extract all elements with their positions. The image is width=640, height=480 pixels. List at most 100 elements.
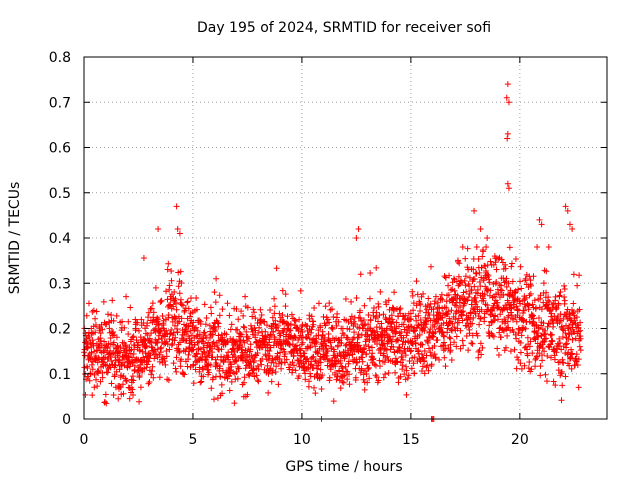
data-point: [374, 334, 381, 341]
data-point: [317, 324, 324, 331]
data-point: [502, 344, 509, 351]
data-point: [403, 391, 410, 398]
data-point: [116, 382, 123, 389]
data-point: [250, 306, 257, 313]
data-point: [564, 207, 571, 214]
data-point: [527, 290, 534, 297]
data-point: [561, 286, 568, 293]
data-point: [463, 322, 470, 329]
data-point: [539, 345, 546, 352]
data-point: [514, 306, 521, 313]
data-point: [162, 361, 169, 368]
data-point: [209, 331, 216, 338]
data-point: [460, 289, 467, 296]
data-point: [497, 334, 504, 341]
data-point: [500, 291, 507, 298]
data-point: [465, 347, 472, 354]
x-tick-label: 20: [511, 432, 529, 448]
data-point: [363, 351, 370, 358]
data-point: [185, 333, 192, 340]
data-point: [546, 299, 553, 306]
data-point: [200, 373, 207, 380]
data-point: [337, 357, 344, 364]
data-point: [104, 369, 111, 376]
data-point: [555, 367, 562, 374]
data-point: [210, 339, 217, 346]
data-point: [184, 328, 191, 335]
data-point: [115, 348, 122, 355]
data-point: [466, 330, 473, 337]
data-point: [249, 328, 256, 335]
data-point: [401, 371, 408, 378]
data-point: [449, 320, 456, 327]
data-point: [477, 315, 484, 322]
data-point: [277, 349, 284, 356]
data-point: [577, 319, 584, 326]
data-point: [476, 269, 483, 276]
data-point: [366, 295, 373, 302]
data-point: [411, 354, 418, 361]
data-point: [518, 332, 525, 339]
data-point: [155, 322, 162, 329]
data-point: [541, 348, 548, 355]
data-point: [567, 311, 574, 318]
data-point: [357, 315, 364, 322]
data-point: [445, 308, 452, 315]
data-point: [315, 350, 322, 357]
data-point: [284, 313, 291, 320]
data-point: [566, 362, 573, 369]
data-point: [323, 352, 330, 359]
data-point: [275, 381, 282, 388]
data-point: [168, 342, 175, 349]
data-point: [485, 276, 492, 283]
data-point: [501, 279, 508, 286]
data-point: [216, 312, 223, 319]
data-point: [115, 395, 122, 402]
data-point: [480, 297, 487, 304]
data-point: [479, 253, 486, 260]
data-point: [444, 325, 451, 332]
data-point: [190, 361, 197, 368]
data-point: [418, 351, 425, 358]
data-point: [230, 336, 237, 343]
data-point: [504, 180, 511, 187]
data-point: [558, 323, 565, 330]
data-point: [504, 81, 511, 88]
data-point: [530, 315, 537, 322]
data-point: [469, 320, 476, 327]
data-point: [117, 344, 124, 351]
data-point: [498, 282, 505, 289]
data-point: [137, 384, 144, 391]
data-point: [513, 318, 520, 325]
data-point: [190, 362, 197, 369]
data-point: [543, 378, 550, 385]
data-point: [185, 305, 192, 312]
data-point: [455, 273, 462, 280]
data-point: [501, 347, 508, 354]
data-point: [289, 366, 296, 373]
data-point: [426, 328, 433, 335]
data-point: [360, 317, 367, 324]
data-point: [384, 353, 391, 360]
data-point: [262, 351, 269, 358]
data-point: [172, 334, 179, 341]
data-point: [383, 301, 390, 308]
data-point: [504, 332, 511, 339]
data-point: [249, 313, 256, 320]
data-point: [206, 334, 213, 341]
data-point: [487, 311, 494, 318]
data-point: [273, 265, 280, 272]
data-point: [92, 315, 99, 322]
data-point: [245, 335, 252, 342]
data-point: [417, 307, 424, 314]
data-point: [273, 363, 280, 370]
data-point: [346, 326, 353, 333]
data-point: [469, 305, 476, 312]
data-point: [559, 334, 566, 341]
data-point: [540, 320, 547, 327]
data-point: [576, 306, 583, 313]
data-point: [484, 271, 491, 278]
data-point: [476, 321, 483, 328]
data-point: [218, 346, 225, 353]
data-point: [136, 398, 143, 405]
